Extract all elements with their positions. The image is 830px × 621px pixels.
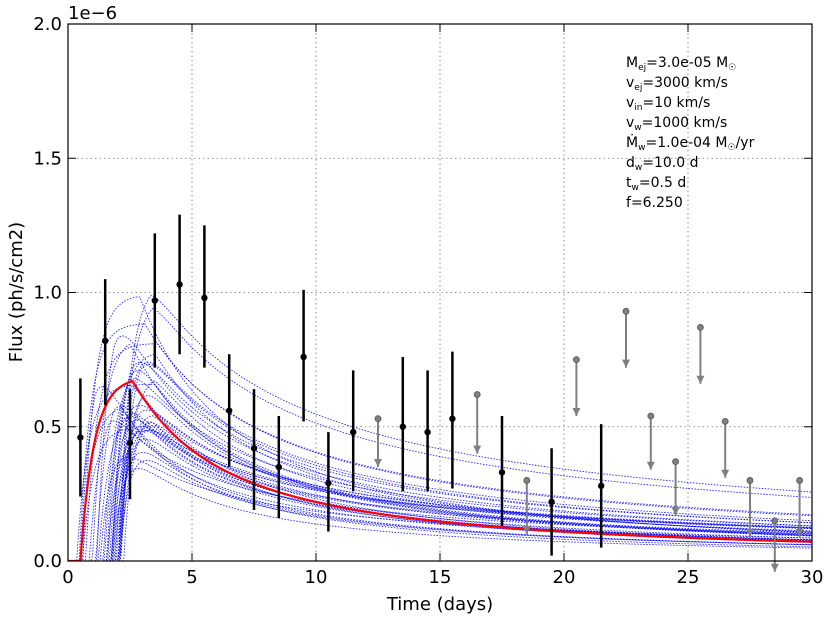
upper-limit-arrowhead bbox=[374, 459, 382, 468]
upper-limit-arrowhead bbox=[696, 375, 705, 384]
best-fit-line bbox=[68, 379, 812, 561]
axis-ticks: 0 5 10 15 20 25 30 0.0 0.5 1.0 1.5 2.0 bbox=[33, 14, 823, 588]
upper-limit-arrowhead bbox=[671, 507, 680, 516]
detection-point bbox=[176, 281, 183, 288]
ensemble-curve bbox=[68, 415, 812, 561]
ensemble-curve bbox=[68, 353, 812, 561]
upper-limit-point bbox=[771, 517, 779, 525]
ensemble-curve bbox=[68, 407, 812, 561]
y-axis-title: Flux (ph/s/cm2) bbox=[6, 222, 27, 362]
ensemble-curve bbox=[68, 294, 812, 561]
x-tick-label: 15 bbox=[429, 567, 452, 588]
param-f: f=6.250 bbox=[626, 195, 683, 211]
x-tick-label: 5 bbox=[186, 567, 197, 588]
detection-point bbox=[102, 337, 109, 345]
x-tick-label: 0 bbox=[62, 567, 73, 588]
param-mdot-w: Ṁw=1.0e-04 M☉/yr bbox=[626, 135, 755, 153]
y-tick-label: 2.0 bbox=[33, 14, 62, 35]
ensemble-curve bbox=[68, 468, 812, 561]
detection-point bbox=[548, 498, 555, 506]
upper-limit-arrowhead bbox=[572, 408, 581, 417]
upper-limit-point bbox=[523, 477, 531, 484]
upper-limit-arrowhead bbox=[746, 528, 754, 537]
ensemble-curve bbox=[68, 420, 812, 561]
ensemble-curve bbox=[68, 344, 812, 561]
x-tick-label: 20 bbox=[553, 567, 576, 588]
ensemble-curve bbox=[68, 460, 812, 561]
param-v-ej: vej=3000 km/s bbox=[626, 75, 728, 93]
ensemble-curve bbox=[68, 296, 812, 561]
ensemble-curve bbox=[68, 308, 812, 561]
detection-point bbox=[598, 482, 605, 490]
ensemble-curve bbox=[68, 335, 812, 561]
detection-point bbox=[201, 294, 208, 302]
upper-limit-arrowhead bbox=[770, 563, 779, 572]
upper-limit-arrowhead bbox=[721, 469, 730, 478]
param-t-w: tw=0.5 d bbox=[626, 175, 687, 193]
ensemble-curve bbox=[68, 419, 812, 561]
x-tick-label: 10 bbox=[305, 567, 328, 588]
upper-limit-point bbox=[796, 477, 803, 484]
upper-limit-point bbox=[374, 415, 382, 423]
ensemble-curve bbox=[68, 343, 812, 561]
detection-point bbox=[449, 415, 456, 422]
upper-limit-point bbox=[746, 477, 754, 484]
detection-point bbox=[399, 423, 406, 430]
param-v-w: vw=1000 km/s bbox=[626, 115, 728, 133]
ensemble-curve bbox=[68, 378, 812, 561]
ensemble-curve bbox=[68, 457, 812, 561]
upper-limit-arrowhead bbox=[646, 461, 655, 470]
upper-limit-point bbox=[573, 356, 580, 364]
detections bbox=[77, 214, 605, 556]
upper-limit-point bbox=[647, 412, 655, 420]
param-v-in: vin=10 km/s bbox=[626, 95, 711, 113]
y-scale-label: 1e−6 bbox=[68, 3, 117, 24]
upper-limit-point bbox=[672, 458, 679, 466]
best-fit-curve bbox=[68, 379, 812, 561]
detection-point bbox=[275, 463, 282, 471]
detection-point bbox=[226, 407, 233, 414]
ensemble-curve bbox=[68, 370, 812, 561]
upper-limit-arrowhead bbox=[622, 359, 630, 368]
detection-point bbox=[498, 469, 506, 476]
y-tick-label: 0.5 bbox=[33, 417, 62, 438]
ensemble-curve bbox=[68, 426, 812, 561]
ensemble-curve bbox=[68, 363, 812, 561]
detection-point bbox=[151, 297, 158, 304]
upper-limit-arrowhead bbox=[795, 528, 804, 537]
y-tick-label: 1.5 bbox=[33, 148, 62, 169]
x-tick-label: 30 bbox=[801, 567, 824, 588]
upper-limit-point bbox=[473, 391, 481, 398]
x-tick-label: 25 bbox=[677, 567, 700, 588]
ensemble-curve bbox=[68, 409, 812, 561]
plot-area bbox=[68, 24, 812, 561]
detection-point bbox=[424, 428, 431, 436]
upper-limit-point bbox=[622, 307, 630, 315]
param-m-ej: Mej=3.0e-05 M☉ bbox=[626, 55, 737, 73]
detection-point bbox=[77, 434, 84, 441]
detection-point bbox=[325, 479, 332, 487]
ensemble-curve bbox=[68, 405, 812, 561]
y-tick-label: 1.0 bbox=[33, 283, 62, 304]
upper-limits bbox=[374, 307, 804, 572]
y-tick-label: 0.0 bbox=[33, 551, 62, 572]
detection-point bbox=[300, 353, 307, 361]
upper-limit-arrowhead bbox=[522, 526, 531, 535]
upper-limit-point bbox=[721, 417, 729, 425]
detection-point bbox=[126, 439, 134, 447]
upper-limit-point bbox=[697, 324, 704, 331]
x-axis-title: Time (days) bbox=[386, 594, 493, 615]
detection-point bbox=[350, 428, 357, 436]
param-d-w: dw=10.0 d bbox=[626, 155, 699, 173]
detection-point bbox=[250, 445, 258, 452]
upper-limit-arrowhead bbox=[473, 445, 482, 454]
